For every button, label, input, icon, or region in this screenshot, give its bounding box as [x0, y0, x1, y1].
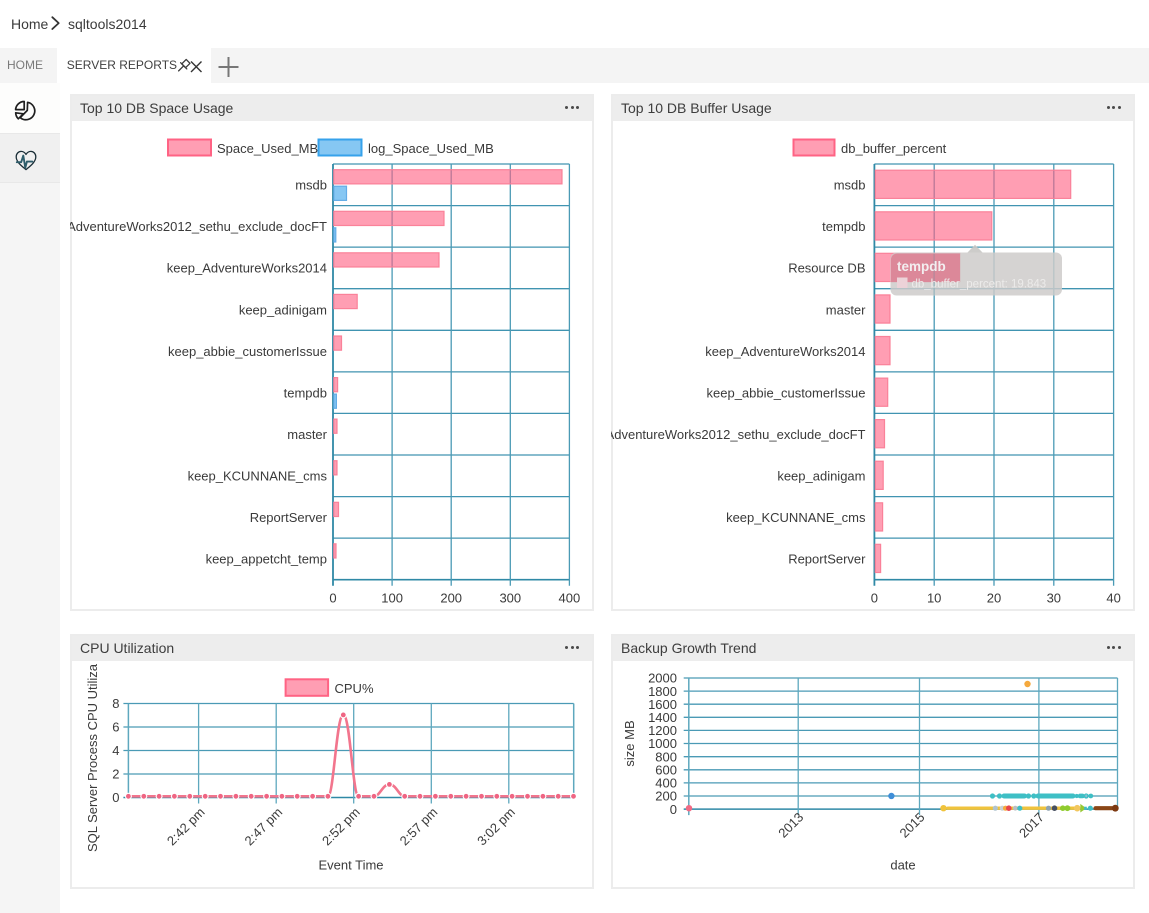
- svg-text:0: 0: [670, 802, 677, 817]
- svg-text:2:42 pm: 2:42 pm: [164, 805, 208, 849]
- svg-text:Space_Used_MB: Space_Used_MB: [217, 141, 318, 156]
- svg-text:0: 0: [329, 591, 336, 606]
- svg-text:db_buffer_percent: db_buffer_percent: [841, 141, 947, 156]
- svg-text:40: 40: [1106, 591, 1120, 606]
- svg-text:keep_abbie_customerIssue: keep_abbie_customerIssue: [168, 344, 327, 359]
- svg-text:master: master: [287, 427, 327, 442]
- svg-text:msdb: msdb: [834, 178, 866, 193]
- svg-text:2015: 2015: [897, 810, 928, 841]
- svg-text:400: 400: [559, 591, 581, 606]
- svg-text:4: 4: [112, 743, 119, 758]
- svg-text:0: 0: [112, 790, 119, 805]
- svg-text:keep_adinigam: keep_adinigam: [777, 469, 865, 484]
- svg-text:CPU%: CPU%: [335, 681, 374, 696]
- svg-text:3:02 pm: 3:02 pm: [474, 805, 518, 849]
- svg-text:800: 800: [655, 749, 677, 764]
- svg-text:1400: 1400: [648, 710, 677, 725]
- svg-text:keep_AdventureWorks2012_sethu_: keep_AdventureWorks2012_sethu_exclude_do…: [611, 427, 866, 442]
- svg-text:10: 10: [927, 591, 941, 606]
- svg-text:keep_AdventureWorks2012_sethu_: keep_AdventureWorks2012_sethu_exclude_do…: [70, 219, 327, 234]
- svg-text:2:47 pm: 2:47 pm: [241, 805, 285, 849]
- svg-text:2:57 pm: 2:57 pm: [397, 805, 441, 849]
- svg-text:30: 30: [1047, 591, 1061, 606]
- svg-text:200: 200: [440, 591, 462, 606]
- svg-text:600: 600: [655, 763, 677, 778]
- svg-text:tempdb: tempdb: [284, 386, 327, 401]
- svg-text:400: 400: [655, 776, 677, 791]
- svg-text:100: 100: [381, 591, 403, 606]
- svg-text:Event Time: Event Time: [318, 858, 383, 873]
- svg-text:keep_KCUNNANE_cms: keep_KCUNNANE_cms: [726, 510, 866, 525]
- svg-text:master: master: [826, 302, 866, 317]
- svg-text:msdb: msdb: [295, 178, 327, 193]
- svg-text:log_Space_Used_MB: log_Space_Used_MB: [368, 141, 494, 156]
- svg-text:2:52 pm: 2:52 pm: [319, 805, 363, 849]
- svg-text:size MB: size MB: [622, 720, 637, 766]
- svg-text:1800: 1800: [648, 684, 677, 699]
- svg-text:2013: 2013: [775, 810, 806, 841]
- svg-text:keep_appetcht_temp: keep_appetcht_temp: [206, 552, 327, 567]
- svg-text:db_buffer_percent: 19.843: db_buffer_percent: 19.843: [912, 279, 1047, 291]
- svg-text:300: 300: [499, 591, 521, 606]
- svg-text:2017: 2017: [1016, 810, 1047, 841]
- svg-text:1200: 1200: [648, 723, 677, 738]
- svg-text:ReportServer: ReportServer: [250, 510, 328, 525]
- svg-text:20: 20: [987, 591, 1001, 606]
- svg-text:keep_adinigam: keep_adinigam: [239, 302, 327, 317]
- svg-text:200: 200: [655, 789, 677, 804]
- svg-text:SQL Server Process CPU Utiliza: SQL Server Process CPU Utiliza: [85, 663, 100, 852]
- svg-text:2: 2: [112, 767, 119, 782]
- svg-text:Resource DB: Resource DB: [788, 261, 865, 276]
- svg-text:keep_AdventureWorks2014: keep_AdventureWorks2014: [167, 261, 327, 276]
- svg-text:0: 0: [871, 591, 878, 606]
- svg-text:keep_AdventureWorks2014: keep_AdventureWorks2014: [705, 344, 865, 359]
- svg-text:8: 8: [112, 696, 119, 711]
- svg-text:1600: 1600: [648, 697, 677, 712]
- svg-text:tempdb: tempdb: [822, 219, 865, 234]
- svg-text:2000: 2000: [648, 671, 677, 686]
- svg-text:1000: 1000: [648, 736, 677, 751]
- svg-text:keep_abbie_customerIssue: keep_abbie_customerIssue: [707, 386, 866, 401]
- svg-text:tempdb: tempdb: [897, 259, 946, 274]
- svg-text:keep_KCUNNANE_cms: keep_KCUNNANE_cms: [188, 469, 328, 484]
- svg-text:date: date: [890, 858, 915, 873]
- svg-text:6: 6: [112, 720, 119, 735]
- svg-text:ReportServer: ReportServer: [788, 552, 866, 567]
